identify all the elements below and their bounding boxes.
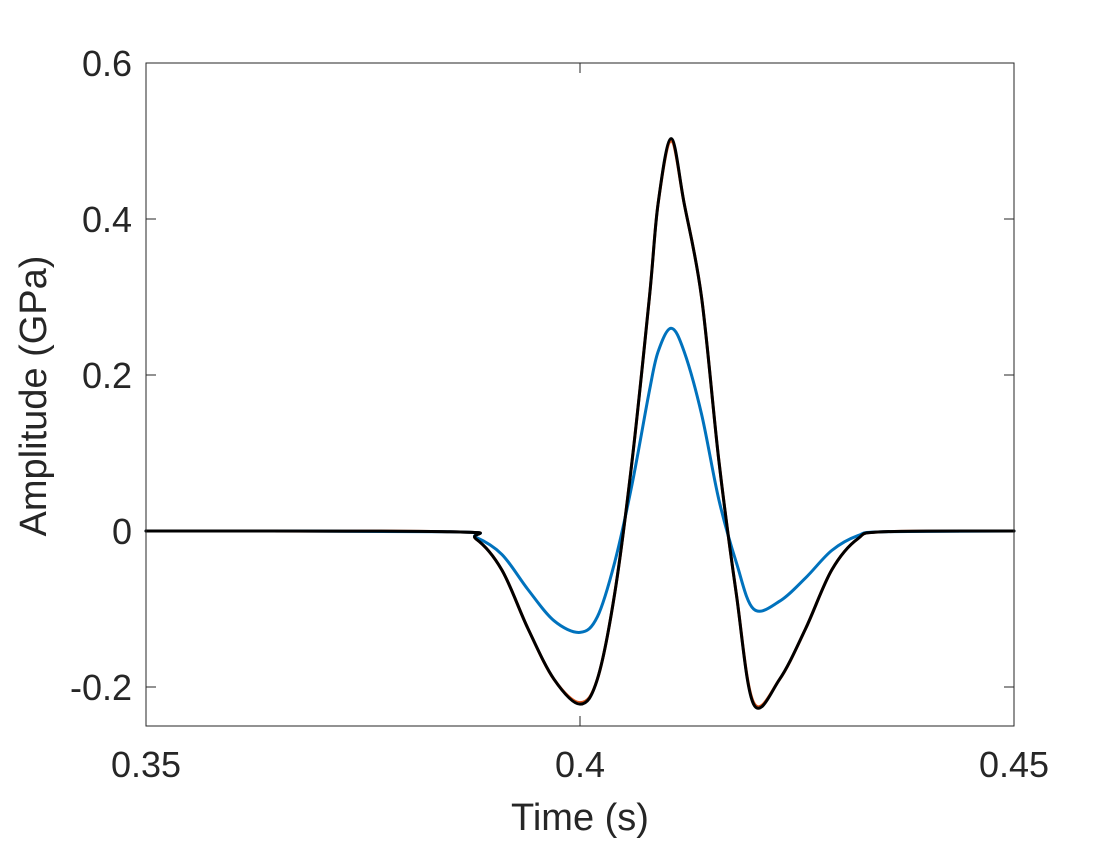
x-axis-title: Time (s) — [511, 797, 649, 839]
x-tick-label: 0.4 — [555, 744, 605, 785]
series-line-black — [144, 137, 1016, 710]
axis-ticks — [145, 62, 1015, 726]
y-tick-label: 0.2 — [82, 355, 132, 396]
y-tick-label: 0.4 — [82, 199, 132, 240]
series-line-blue — [144, 326, 1016, 634]
y-tick-label: 0 — [112, 511, 132, 552]
y-tick-label: -0.2 — [70, 667, 132, 708]
x-tick-label: 0.35 — [111, 744, 181, 785]
y-axis-title: Amplitude (GPa) — [13, 256, 55, 537]
series-lines — [144, 137, 1016, 710]
x-tick-label: 0.45 — [979, 744, 1049, 785]
y-tick-label: 0.6 — [82, 43, 132, 84]
plot-area-frame — [145, 62, 1015, 727]
tick-labels: 0.35 0.4 0.45 -0.2 0 0.2 0.4 0.6 — [70, 43, 1049, 785]
series-line-orange — [144, 139, 1016, 709]
